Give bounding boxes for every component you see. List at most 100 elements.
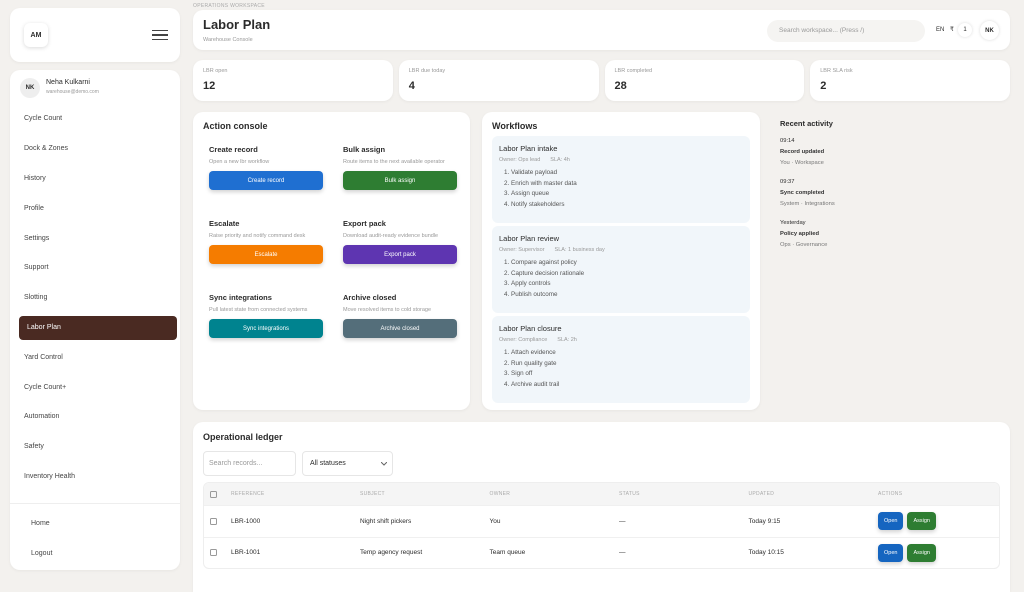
activity-source: System · Integrations	[780, 201, 835, 207]
kpi-label: LBR completed	[614, 68, 653, 74]
kpi-label: LBR due today	[408, 68, 446, 74]
eyebrow: OPERATIONS WORKSPACE	[193, 3, 265, 9]
activity-time: 09:37	[780, 179, 795, 185]
activity-time: Yesterday	[780, 220, 806, 226]
user-email: warehouse@demo.com	[46, 89, 99, 95]
workflow-card: Labor Plan review Owner: Supervisor SLA: 1…	[492, 226, 750, 313]
row-action-button[interactable]: Open	[878, 512, 904, 531]
workflow-sla: SLA: 1 business day	[554, 247, 605, 253]
kpi-card: LBR completed 28	[604, 60, 805, 101]
ledger: Operational ledger Search records... All…	[193, 422, 1010, 592]
action-button[interactable]: Bulk assign	[343, 171, 457, 190]
chevron	[381, 462, 387, 466]
nav: Cycle Count Dock & Zones History Profile Set…	[10, 104, 180, 491]
action-description: Move resolved items to cold storage	[343, 307, 432, 313]
action-card: Archive closed Move resolved items to col…	[343, 293, 467, 367]
kpi-card: LBR SLA risk 2	[810, 60, 1010, 101]
nav-item[interactable]: Automation	[24, 413, 60, 421]
nav-item[interactable]: Profile	[24, 204, 44, 212]
table-cell: Today 9:15	[748, 517, 781, 525]
nav-item[interactable]: Cycle Count+	[24, 383, 67, 391]
action-card: Export pack Download audit-ready evidence…	[343, 219, 467, 293]
nav-item[interactable]: Dock & Zones	[24, 145, 68, 153]
workflow-steps: Validate payloadEnrich with master dataA…	[499, 168, 743, 210]
top-bar: Labor Plan Warehouse Console Search work…	[193, 10, 1010, 50]
checkbox[interactable]	[210, 549, 217, 557]
action-title: Archive closed	[343, 293, 397, 302]
action-button[interactable]: Escalate	[209, 245, 323, 264]
status-filter[interactable]: All statuses	[302, 451, 393, 476]
column-header: UPDATED	[748, 491, 775, 497]
nav-item[interactable]: Labor Plan	[19, 315, 177, 340]
table-row: LBR-1000 Night shift pickers You — Today 9:1…	[204, 505, 999, 537]
panel-title: Operational ledger	[203, 432, 283, 442]
nav-item[interactable]: Support	[24, 264, 49, 272]
currency[interactable]: ₹	[950, 27, 954, 33]
workflow-owner: Owner: Compliance	[499, 337, 548, 343]
nav-item[interactable]: Cycle Count	[24, 115, 63, 123]
activity-time: 09:14	[780, 138, 795, 144]
panel-title: Recent activity	[780, 119, 833, 128]
column-header: SUBJECT	[360, 491, 385, 497]
action-button[interactable]: Export pack	[343, 245, 457, 264]
workflow-steps: Attach evidenceRun quality gateSign offA…	[499, 348, 743, 390]
sidebar-footer: Home Logout	[10, 503, 180, 569]
table-cell: Team queue	[489, 549, 526, 557]
table-cell: —	[619, 549, 626, 557]
kpi-value: 2	[820, 80, 827, 92]
kpi-label: LBR SLA risk	[820, 68, 853, 74]
language[interactable]: EN	[936, 27, 945, 33]
nav-item[interactable]: Home	[31, 520, 50, 528]
action-grid: Create record Open a new lbr workflow Crea…	[209, 145, 460, 367]
status-filter-label: All statuses	[310, 460, 346, 467]
ledger-search[interactable]: Search records...	[203, 451, 296, 476]
workflow-meta: Owner: Compliance SLA: 2h	[499, 337, 743, 343]
workflow-step: Validate payload	[511, 168, 743, 179]
activity-event: Policy applied	[780, 231, 819, 237]
logo[interactable]: AM	[24, 23, 48, 47]
action-button[interactable]: Archive closed	[343, 319, 457, 338]
table-row: LBR-1001 Temp agency request Team queue — To…	[204, 536, 999, 569]
action-title: Bulk assign	[343, 145, 386, 154]
table-cell: LBR-1001	[231, 549, 261, 557]
workspace-search[interactable]: Search workspace... (Press /)	[767, 20, 925, 42]
workflow-steps: Compare against policyCapture decision r…	[499, 258, 743, 300]
sidebar: NK Neha Kulkarni warehouse@demo.com Cycl…	[10, 70, 180, 570]
action-card: Sync integrations Pull latest state from …	[209, 293, 343, 367]
activity-event: Record updated	[780, 149, 825, 155]
action-card: Bulk assign Route items to the next avail…	[343, 145, 467, 219]
nav-item[interactable]: History	[24, 174, 46, 182]
kpi-card: LBR due today 4	[398, 60, 599, 101]
row-actions: Open Assign	[878, 512, 936, 531]
action-description: Route items to the next available operat…	[343, 159, 445, 165]
row-action-button[interactable]: Assign	[907, 512, 936, 531]
menu-toggle[interactable]	[152, 30, 168, 43]
workflow-step: Apply controls	[511, 279, 743, 290]
account-avatar[interactable]: NK	[980, 21, 999, 40]
workflow-step: Attach evidence	[511, 348, 743, 359]
nav-item[interactable]: Inventory Health	[24, 472, 75, 480]
checkbox[interactable]	[210, 490, 217, 498]
select-all[interactable]	[204, 490, 231, 498]
row-action-button[interactable]: Open	[878, 543, 904, 562]
action-button[interactable]: Create record	[209, 171, 323, 190]
nav-item[interactable]: Slotting	[24, 294, 48, 302]
row-action-button[interactable]: Assign	[907, 543, 936, 562]
action-description: Raise priority and notify command desk	[209, 233, 306, 239]
row-select[interactable]	[204, 549, 231, 557]
nav-item[interactable]: Safety	[24, 443, 44, 451]
workflow-sla: SLA: 4h	[550, 157, 570, 163]
recent-activity: Recent activity 09:14 Record updated You ·…	[770, 112, 1010, 410]
workflow-step: Publish outcome	[511, 290, 743, 301]
nav-item[interactable]: Logout	[31, 550, 53, 558]
notifications[interactable]: 1	[958, 23, 972, 37]
nav-item[interactable]: Settings	[24, 234, 50, 242]
action-description: Open a new lbr workflow	[209, 159, 270, 165]
action-button[interactable]: Sync integrations	[209, 319, 323, 338]
checkbox[interactable]	[210, 517, 217, 525]
column-header: OWNER	[489, 491, 511, 497]
workflow-step: Compare against policy	[511, 258, 743, 269]
row-select[interactable]	[204, 517, 231, 525]
nav-item[interactable]: Yard Control	[24, 353, 63, 361]
